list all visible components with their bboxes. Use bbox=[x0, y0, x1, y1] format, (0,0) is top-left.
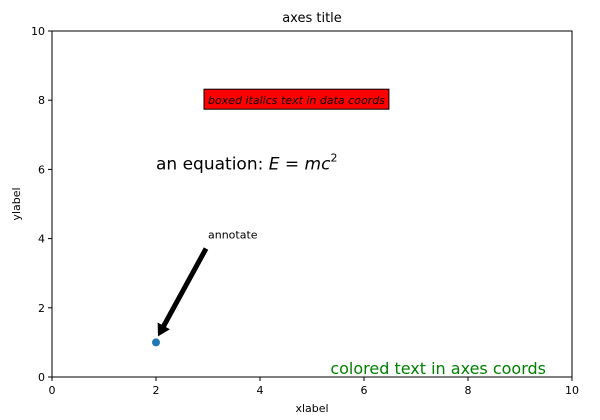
x-tick-label: 4 bbox=[257, 384, 264, 397]
y-tick-label: 4 bbox=[38, 233, 45, 246]
y-tick-label: 0 bbox=[38, 371, 45, 384]
annotation-arrow bbox=[157, 247, 209, 337]
chart-title: axes title bbox=[282, 11, 342, 26]
axes-frame bbox=[51, 30, 573, 378]
boxed-text-box bbox=[203, 88, 390, 110]
equation-text: an equation: E = mc2 bbox=[156, 151, 337, 174]
x-tick-label: 0 bbox=[49, 384, 56, 397]
x-axis-label: xlabel bbox=[295, 402, 328, 415]
x-ticks: 0 2 4 6 8 10 bbox=[49, 377, 579, 397]
equation-math: E = mc bbox=[269, 154, 331, 174]
data-point bbox=[152, 338, 160, 347]
equation-prefix: an equation: bbox=[156, 154, 269, 174]
y-tick-label: 8 bbox=[38, 94, 45, 107]
y-ticks: 0 2 4 6 8 10 bbox=[31, 25, 52, 384]
colored-text: colored text in axes coords bbox=[330, 359, 546, 378]
x-tick-label: 8 bbox=[465, 384, 472, 397]
x-tick-label: 10 bbox=[565, 384, 579, 397]
y-tick-label: 10 bbox=[31, 25, 45, 38]
x-tick-label: 2 bbox=[153, 384, 160, 397]
y-tick-label: 2 bbox=[38, 302, 45, 315]
y-axis-label: ylabel bbox=[10, 187, 23, 220]
y-tick-label: 6 bbox=[38, 163, 45, 176]
x-tick-label: 6 bbox=[361, 384, 368, 397]
boxed-text: boxed italics text in data coords bbox=[208, 94, 385, 107]
annotate-text: annotate bbox=[208, 229, 258, 242]
equation-superscript: 2 bbox=[330, 151, 337, 164]
